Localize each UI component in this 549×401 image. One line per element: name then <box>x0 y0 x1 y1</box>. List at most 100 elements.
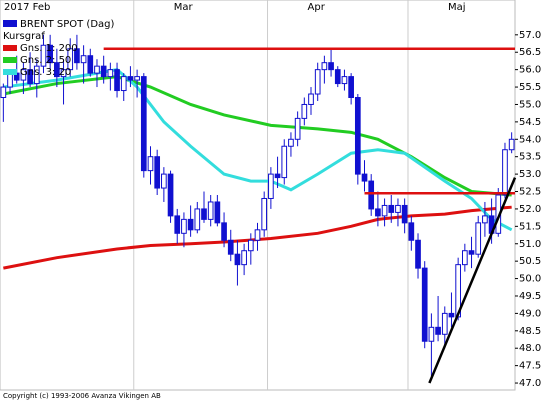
y-tick-label: 47.0 <box>519 378 541 389</box>
y-tick-label: 48.0 <box>519 343 541 354</box>
candle-body <box>408 222 415 241</box>
candle-body <box>154 156 161 189</box>
candle-body <box>201 208 207 220</box>
candle-body <box>281 145 288 179</box>
candle-body <box>87 55 94 74</box>
x-tick-label: 2017 Feb <box>4 2 50 13</box>
legend-label: Gns. 2: 50 <box>20 55 71 66</box>
y-tick-label: 49.5 <box>519 291 541 302</box>
candle-body <box>468 250 475 255</box>
candle-body <box>127 76 134 81</box>
candle-body <box>187 218 194 231</box>
y-tick-label: 53.0 <box>519 169 541 180</box>
candle-body <box>74 48 80 64</box>
candle-body <box>475 222 482 255</box>
candle-body <box>261 197 268 231</box>
candle-body <box>254 229 261 241</box>
copyright: Copyright (c) 1993-2006 Avanza Vikingen … <box>3 392 161 400</box>
y-tick-label: 50.5 <box>519 256 541 267</box>
candle-body <box>221 222 227 241</box>
candle-body <box>134 76 140 81</box>
candle-body <box>114 69 120 92</box>
legend-label: Gns. 3: 20 <box>20 67 71 78</box>
candle-body <box>100 65 107 78</box>
candle-body <box>508 138 515 151</box>
candle-body <box>274 173 281 179</box>
candle-body <box>174 215 181 234</box>
candle-body <box>40 44 47 67</box>
candle-body <box>375 208 381 217</box>
candle-body <box>401 204 408 224</box>
candle-body <box>227 239 234 255</box>
candle-body <box>67 48 74 71</box>
candle-body <box>482 215 488 224</box>
candle-body <box>328 62 334 71</box>
y-tick-label: 49.0 <box>519 308 541 319</box>
chart-subtitle: Kursgraf <box>3 31 45 42</box>
candle-body <box>361 173 368 182</box>
y-tick-label: 48.5 <box>519 326 541 337</box>
candle-body <box>207 201 214 220</box>
y-tick-label: 51.0 <box>519 239 541 250</box>
x-tick-label: Apr <box>308 2 326 13</box>
candle-body <box>54 62 60 78</box>
candle-body <box>308 93 314 105</box>
candle-body <box>120 76 127 92</box>
candle-body <box>368 180 375 210</box>
legend-swatch <box>3 20 17 27</box>
candle-body <box>94 65 100 74</box>
candle-body <box>80 55 87 64</box>
y-tick-label: 55.5 <box>519 82 541 93</box>
candle-body <box>194 208 201 231</box>
candle-body <box>140 76 147 172</box>
candle-body <box>33 65 40 85</box>
trend-line <box>428 177 517 384</box>
candle-body <box>161 173 167 189</box>
candle-body <box>47 44 54 64</box>
y-tick-label: 54.0 <box>519 134 541 145</box>
candle-body <box>234 253 241 266</box>
candle-body <box>448 312 455 318</box>
candle-body <box>181 218 187 234</box>
candle-body <box>321 62 328 71</box>
legend-swatch <box>3 57 17 63</box>
candle-body <box>381 204 388 217</box>
candle-body <box>167 173 174 217</box>
y-tick-label: 51.5 <box>519 221 541 232</box>
y-tick-label: 56.5 <box>519 47 541 58</box>
candle-body <box>502 149 508 196</box>
candle-body <box>395 204 401 213</box>
candle-body <box>214 201 221 224</box>
legend-label: Gns. 1: 200 <box>20 43 78 54</box>
candle-body <box>0 86 7 99</box>
y-tick-label: 54.5 <box>519 117 541 128</box>
legend-swatch <box>3 69 17 75</box>
y-tick-label: 53.5 <box>519 152 541 163</box>
candle-body <box>441 312 448 335</box>
x-tick-label: Mar <box>174 2 194 13</box>
y-tick-label: 50.0 <box>519 274 541 285</box>
candle-body <box>334 69 341 85</box>
candle-body <box>107 69 114 78</box>
candle-body <box>421 267 428 342</box>
candle-body <box>147 156 154 172</box>
y-tick-label: 52.0 <box>519 204 541 215</box>
candle-body <box>60 69 67 78</box>
candle-body <box>314 69 321 95</box>
candle-body <box>247 239 254 252</box>
candle-body <box>7 72 13 88</box>
candle-body <box>27 69 33 85</box>
candle-body <box>354 97 361 175</box>
candle-body <box>20 69 27 81</box>
candle-body <box>294 117 301 140</box>
candle-body <box>388 204 395 213</box>
candle-body <box>428 326 435 342</box>
chart-title: BRENT SPOT (Dag) <box>20 19 115 30</box>
y-tick-label: 55.0 <box>519 99 541 110</box>
candle-body <box>301 103 308 119</box>
y-tick-label: 56.0 <box>519 65 541 76</box>
candle-body <box>415 239 421 269</box>
legend-swatch <box>3 45 17 51</box>
candle-body <box>241 250 247 266</box>
